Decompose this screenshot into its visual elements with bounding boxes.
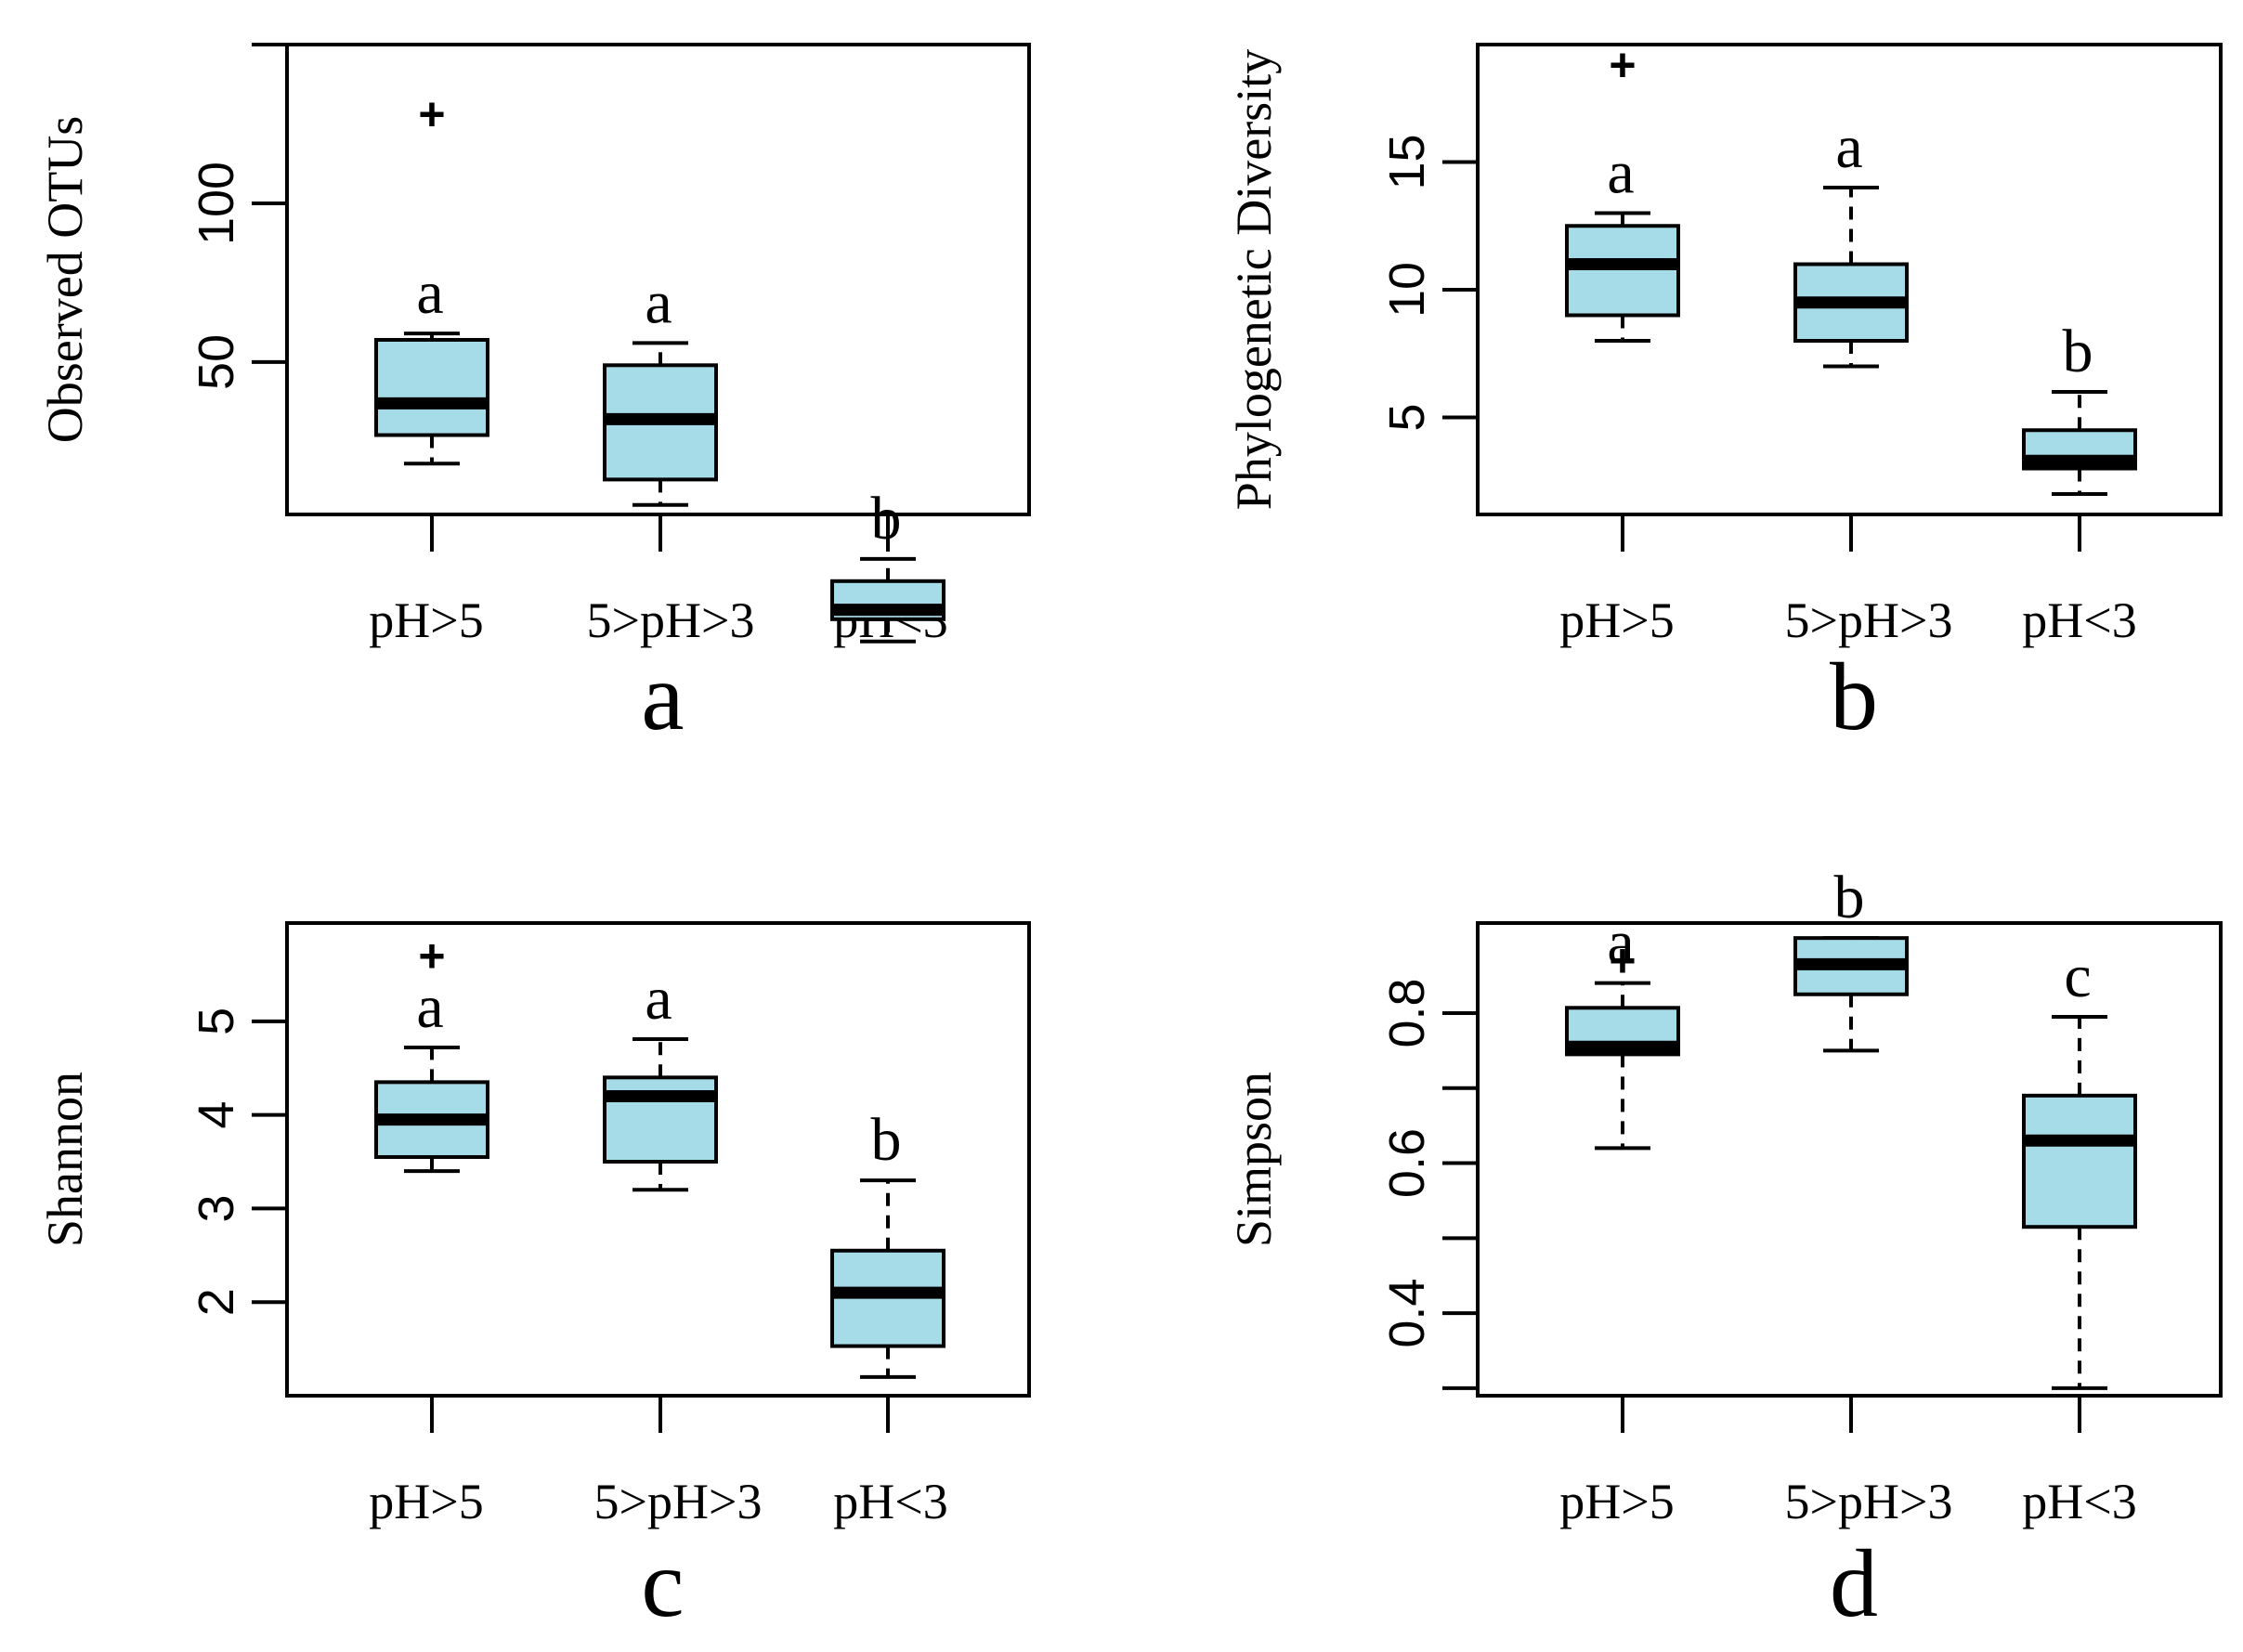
box-group-1: 5>pH>3 a	[587, 268, 755, 648]
significance-letter: a	[1835, 113, 1862, 181]
y-tick-label: 5	[1379, 403, 1435, 431]
y-axis-label: Observed OTUs	[37, 116, 93, 443]
y-tick-label: 10	[1379, 262, 1435, 318]
significance-letter: a	[416, 259, 443, 327]
box-group-0: pH>5 +a	[369, 930, 489, 1529]
box-group-2: pH<3 b	[830, 1106, 948, 1529]
significance-letter: a	[1607, 139, 1634, 207]
y-axis-label: Shannon	[37, 1072, 93, 1247]
x-tick-label: pH>5	[369, 1474, 483, 1529]
y-tick-label: 5	[189, 1008, 244, 1035]
y-tick-label: 2	[189, 1288, 244, 1316]
y-tick-label: 0.6	[1379, 1128, 1435, 1198]
x-tick-label: 5>pH>3	[594, 1474, 763, 1529]
box-group-1: 5>pH>3 b	[1785, 864, 1953, 1529]
box-group-2: pH<3b	[830, 485, 948, 648]
panel-label: b	[1830, 644, 1878, 750]
box-group-0: pH>5 + a	[1559, 39, 1680, 648]
y-tick-label: 100	[189, 162, 244, 245]
y-tick-label: 3	[189, 1194, 244, 1222]
x-tick-label: pH>5	[1559, 1474, 1674, 1529]
panel-d: 0.4 0.6 0.8 Simpson pH>5 +a 5>pH>3 b pH<3 c d	[1226, 864, 2223, 1637]
x-tick-label: pH>5	[369, 592, 483, 648]
box-group-2: pH<3 b	[2022, 318, 2137, 648]
box-group-2: pH<3 c	[2022, 943, 2137, 1529]
x-tick-label: 5>pH>3	[1785, 592, 1953, 648]
panel-b: 5 10 15 Phylogenetic Diversity pH>5 + a 5>pH>3 a…	[1226, 39, 2223, 750]
x-tick-label: pH<3	[833, 1474, 947, 1529]
y-tick-label: 0.4	[1379, 1279, 1435, 1348]
x-tick-label: 5>pH>3	[1785, 1474, 1953, 1529]
outlier-point: +	[418, 88, 445, 140]
panel-label: a	[641, 644, 684, 750]
box	[374, 337, 489, 437]
box-group-1: 5>pH>3 a	[1785, 113, 1953, 648]
significance-letter: a	[645, 268, 672, 336]
significance-letter: b	[1834, 864, 1865, 931]
y-tick-label: 15	[1379, 134, 1435, 189]
box	[603, 1075, 718, 1164]
y-tick-label: 0.8	[1379, 978, 1435, 1047]
y-tick-label: 4	[189, 1101, 244, 1129]
box	[2022, 1093, 2137, 1229]
significance-letter: a	[1607, 909, 1634, 977]
box-group-1: 5>pH>3 a	[594, 965, 763, 1529]
x-tick-label: pH<3	[2022, 592, 2136, 648]
panel-label: d	[1830, 1530, 1878, 1637]
significance-letter: a	[645, 965, 672, 1033]
significance-letter: a	[416, 973, 443, 1041]
plot-frame	[285, 43, 1031, 516]
outlier-point: +	[1609, 934, 1636, 986]
outlier-point: +	[418, 930, 445, 982]
significance-letter: b	[871, 485, 902, 553]
y-axis-label: Simpson	[1226, 1072, 1282, 1247]
x-tick-label: pH<3	[2022, 1474, 2136, 1529]
outlier-point: +	[1609, 39, 1636, 91]
y-tick-label: 50	[189, 334, 244, 390]
box-group-0: pH>5 +a	[1559, 909, 1680, 1529]
significance-letter: b	[871, 1106, 902, 1174]
x-tick-label: pH>5	[1559, 592, 1674, 648]
box-group-0: pH>5 + a	[369, 88, 489, 648]
box	[1565, 224, 1680, 318]
x-tick-label: 5>pH>3	[587, 592, 755, 648]
plot-frame	[285, 921, 1031, 1398]
y-axis-label: Phylogenetic Diversity	[1226, 49, 1282, 510]
significance-letter: b	[2063, 318, 2093, 385]
significance-letter: c	[2064, 943, 2091, 1010]
panel-label: c	[641, 1530, 684, 1637]
